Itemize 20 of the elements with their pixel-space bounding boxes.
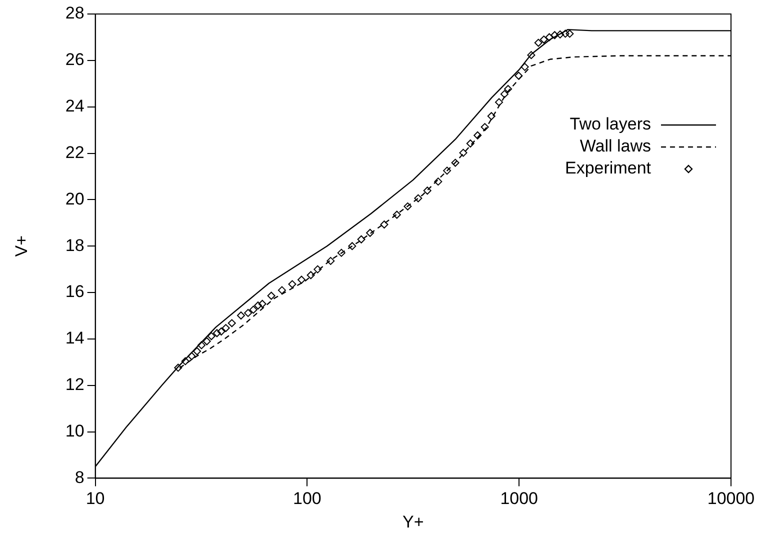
y-tick-label: 24	[65, 96, 84, 116]
y-tick-label: 22	[65, 142, 84, 162]
legend-label: Two layers	[570, 114, 651, 134]
x-axis-title: Y+	[402, 512, 424, 532]
legend-label: Wall laws	[580, 136, 651, 156]
y-tick-label: 12	[65, 375, 84, 394]
y-tick-label: 8	[74, 468, 84, 487]
x-tick-label: 100	[293, 489, 322, 508]
y-tick-label: 18	[65, 236, 84, 255]
x-tick-label: 1000	[500, 489, 538, 508]
y-tick-label: 10	[65, 421, 84, 440]
y-tick-label: 28	[65, 4, 84, 23]
y-tick-label: 26	[65, 50, 84, 70]
x-tick-label: 10	[86, 489, 105, 508]
x-tick-label: 10000	[707, 489, 755, 508]
legend-label: Experiment	[565, 158, 652, 178]
y-axis-title: V+	[12, 235, 31, 257]
y-tick-label: 16	[65, 282, 84, 302]
y-tick-label: 20	[65, 189, 84, 208]
y-tick-label: 14	[65, 328, 84, 348]
